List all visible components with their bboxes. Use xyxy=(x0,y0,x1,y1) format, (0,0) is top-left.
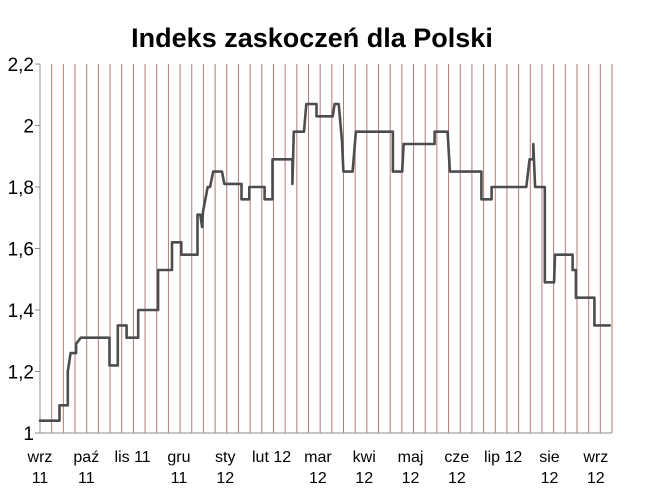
x-tick-label: lis 11 xyxy=(115,449,151,466)
x-tick-label: 12 xyxy=(355,470,373,487)
x-tick-labels: wrz 11 paź 11 lis 11 gru 11 sty 12 lut 12 mar 12 kwi… xyxy=(27,449,609,487)
x-tick-label: sie xyxy=(539,449,560,466)
x-tick-label: lut 12 xyxy=(252,449,291,466)
x-tick-label: 12 xyxy=(448,470,466,487)
x-tick-label: wrz xyxy=(582,449,608,466)
y-tick-label: 1 xyxy=(23,424,34,445)
chart-title: Indeks zaskoczeń dla Polski xyxy=(131,23,493,53)
y-tick-label: 1,2 xyxy=(8,363,34,384)
x-tick-label: wrz xyxy=(27,449,53,466)
x-tick-label: 11 xyxy=(78,470,95,487)
y-tick-label: 2,2 xyxy=(8,55,34,76)
x-tick-label: 12 xyxy=(402,470,420,487)
x-tick-label: sty xyxy=(215,449,235,466)
gridlines xyxy=(39,64,613,433)
x-tick-label: lip 12 xyxy=(484,449,522,466)
x-tick-label: 12 xyxy=(541,470,559,487)
x-tick-label: kwi xyxy=(353,449,376,466)
y-tick-label: 2 xyxy=(23,117,34,138)
series-line xyxy=(38,102,612,423)
x-tick-label: mar xyxy=(304,449,332,466)
y-tick-label: 1,8 xyxy=(8,178,34,199)
y-tick-label: 1,4 xyxy=(8,301,35,322)
x-tick-label: cze xyxy=(444,449,469,466)
axes xyxy=(35,63,612,434)
x-tick-label: 12 xyxy=(309,470,327,487)
x-tick-label: 12 xyxy=(216,470,234,487)
x-tick-label: 12 xyxy=(587,470,605,487)
y-tick-labels: 1 1,2 1,4 1,6 1,8 2 2,2 xyxy=(8,55,35,445)
series-layer xyxy=(38,102,612,423)
x-tick-label: 11 xyxy=(32,470,49,487)
x-tick-label: paź xyxy=(73,449,99,466)
x-tick-label: 11 xyxy=(171,470,188,487)
x-tick-label: gru xyxy=(167,449,190,466)
x-tick-label: maj xyxy=(398,449,424,466)
y-tick-label: 1,6 xyxy=(8,240,34,261)
